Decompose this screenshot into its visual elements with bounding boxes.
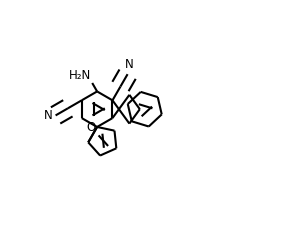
Text: N: N [44,109,53,122]
Text: H₂N: H₂N [69,69,91,82]
Text: N: N [125,58,133,71]
Text: O: O [86,121,95,134]
